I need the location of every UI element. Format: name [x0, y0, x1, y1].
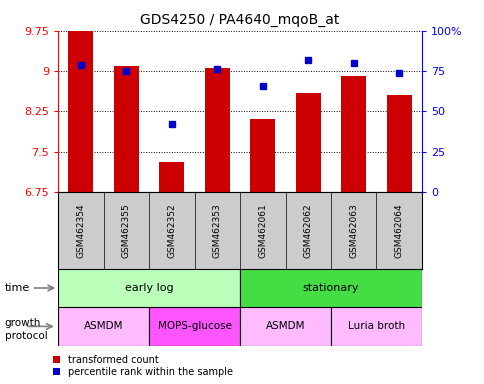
Text: early log: early log [124, 283, 173, 293]
Text: GSM462064: GSM462064 [394, 203, 403, 258]
Bar [149, 307, 240, 346]
Text: GSM462353: GSM462353 [212, 203, 221, 258]
Bar [386, 95, 411, 192]
Bar [240, 269, 421, 307]
Bar [341, 76, 365, 192]
Bar [250, 119, 275, 192]
Text: protocol: protocol [5, 331, 47, 341]
Text: stationary: stationary [302, 283, 359, 293]
Bar [68, 31, 93, 192]
Text: time: time [5, 283, 30, 293]
Text: MOPS-glucose: MOPS-glucose [157, 321, 231, 331]
Text: GSM462354: GSM462354 [76, 203, 85, 258]
Bar [240, 307, 330, 346]
Text: growth: growth [5, 318, 41, 328]
Bar [295, 93, 320, 192]
Text: GSM462061: GSM462061 [258, 203, 267, 258]
Text: GSM462355: GSM462355 [121, 203, 131, 258]
Text: ASMDM: ASMDM [265, 321, 304, 331]
Bar [330, 307, 421, 346]
Legend: transformed count, percentile rank within the sample: transformed count, percentile rank withi… [53, 355, 232, 377]
Text: GSM462062: GSM462062 [303, 203, 312, 258]
Text: Luria broth: Luria broth [347, 321, 404, 331]
Title: GDS4250 / PA4640_mqoB_at: GDS4250 / PA4640_mqoB_at [140, 13, 339, 27]
Text: GSM462063: GSM462063 [348, 203, 358, 258]
Text: GSM462352: GSM462352 [167, 203, 176, 258]
Text: ASMDM: ASMDM [84, 321, 123, 331]
Bar [58, 307, 149, 346]
Bar [114, 66, 138, 192]
Bar [204, 68, 229, 192]
Bar [159, 162, 184, 192]
Bar [58, 269, 240, 307]
